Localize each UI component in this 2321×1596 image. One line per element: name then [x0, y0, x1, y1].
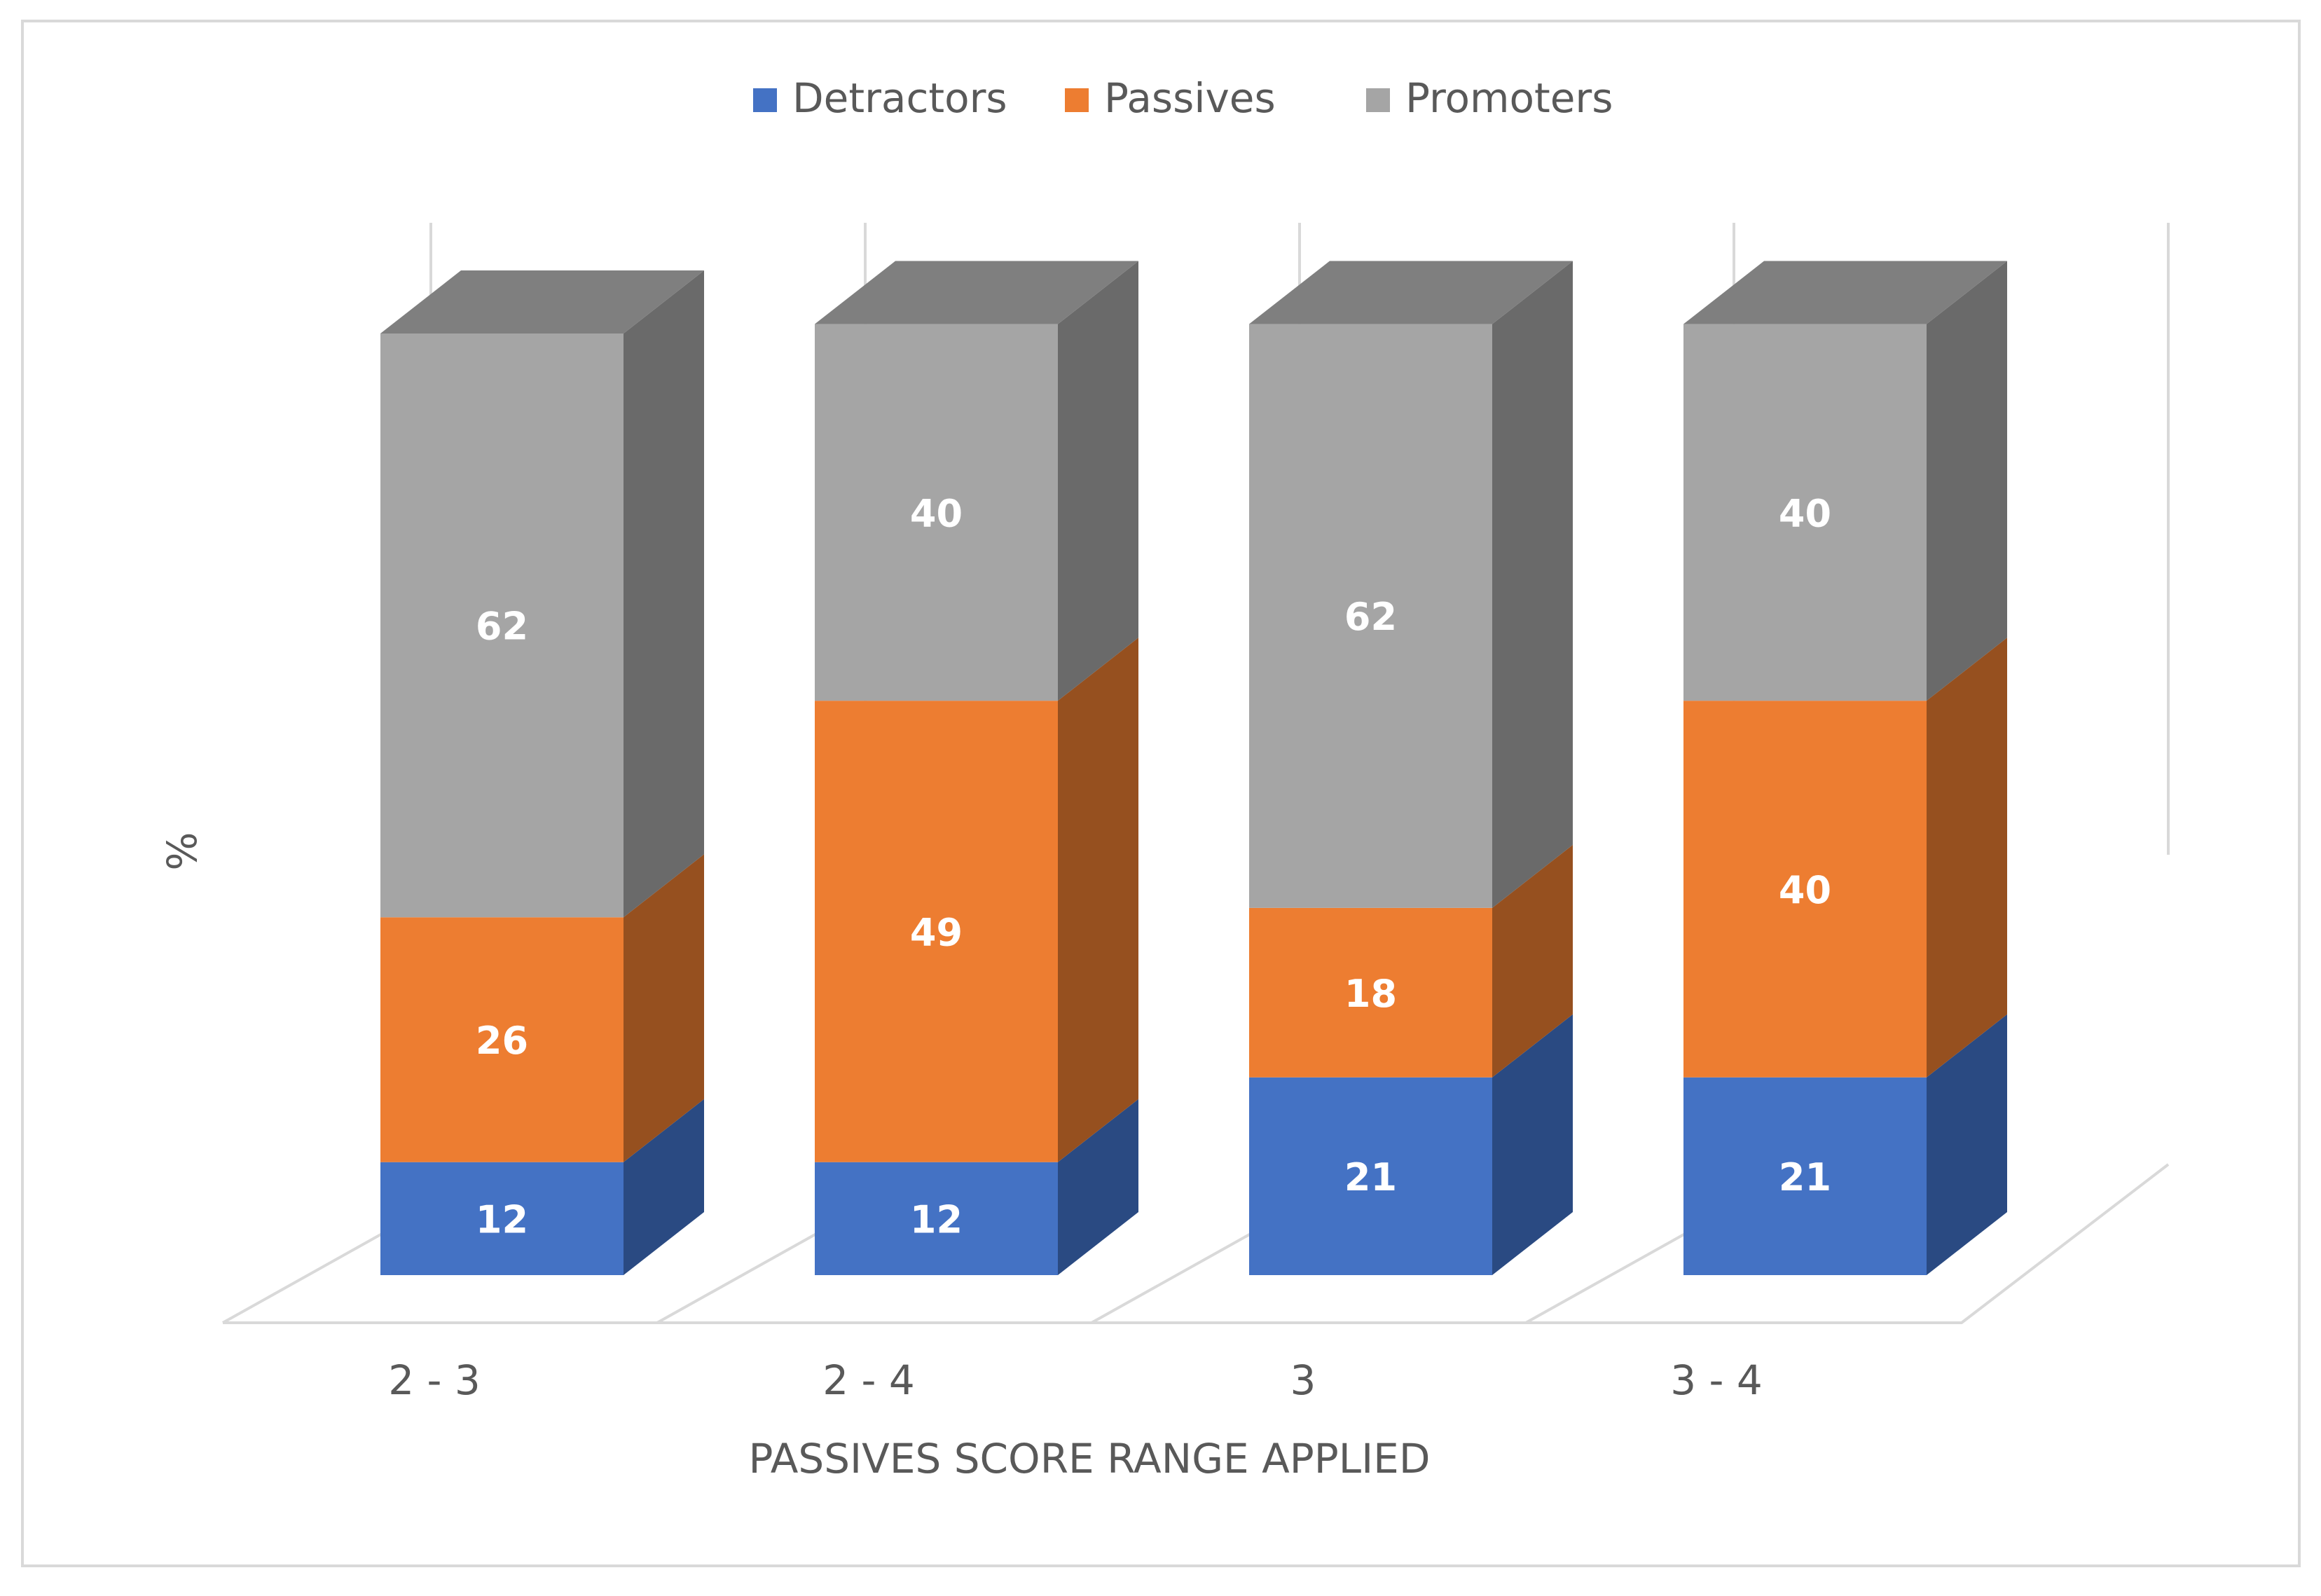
bar-front: [1249, 324, 1492, 908]
bar-top: [815, 261, 1138, 324]
bar-front: [815, 1162, 1058, 1275]
bar-front: [1683, 701, 1927, 1078]
data-label: 49: [910, 910, 963, 954]
y-axis-title: %: [158, 832, 206, 870]
legend-swatch-promoters: [1366, 88, 1390, 112]
data-label: 62: [476, 605, 528, 649]
bar-segment-detractors: 21: [1683, 1014, 2007, 1275]
bar-front: [1683, 1077, 1927, 1275]
bar-top: [1683, 261, 2007, 324]
bar-front: [1683, 324, 1927, 701]
data-label: 21: [1779, 1155, 1831, 1199]
floor-front-edge: [223, 1163, 2170, 1324]
legend-label-promoters: Promoters: [1405, 74, 1613, 122]
x-axis-ticks: 2 - 3 2 - 4 3 3 - 4: [388, 1356, 1763, 1404]
data-label: 26: [476, 1019, 528, 1063]
legend-swatch-passives: [1065, 88, 1089, 112]
bar-segment-promoters: 62: [380, 270, 704, 918]
legend-label-detractors: Detractors: [792, 74, 1007, 122]
bar-segment-promoters: 40: [815, 261, 1138, 701]
bar-front: [1249, 907, 1492, 1078]
bar-front: [380, 333, 624, 918]
data-label: 62: [1344, 595, 1397, 639]
x-tick-label: 2 - 3: [388, 1356, 481, 1404]
bar-side: [1927, 638, 2007, 1078]
bar-front: [380, 917, 624, 1162]
bar-side: [1058, 261, 1138, 701]
data-label: 40: [1779, 868, 1831, 912]
data-label: 40: [1779, 491, 1831, 535]
bar-side: [1927, 261, 2007, 701]
bar-segment-passives: 26: [380, 854, 704, 1162]
bar-segment-promoters: 40: [1683, 261, 2007, 701]
bar-front: [380, 1162, 624, 1275]
legend-swatch-detractors: [753, 88, 777, 112]
bar-top: [380, 270, 704, 333]
legend: Detractors Passives Promoters: [753, 74, 1613, 122]
bar-side: [1058, 1099, 1138, 1275]
bar-segment-detractors: 21: [1249, 1014, 1573, 1275]
bar-side: [1058, 638, 1138, 1162]
x-tick-label: 3 - 4: [1670, 1356, 1763, 1404]
bar-segment-detractors: 12: [380, 1099, 704, 1275]
data-label: 12: [476, 1197, 528, 1241]
legend-label-passives: Passives: [1104, 74, 1276, 122]
x-tick-label: 3: [1290, 1356, 1316, 1404]
data-label: 40: [910, 491, 963, 535]
bar-segment-passives: 40: [1683, 638, 2007, 1078]
bar-segment-detractors: 12: [815, 1099, 1138, 1275]
bar-front: [815, 701, 1058, 1162]
data-label: 18: [1344, 972, 1397, 1016]
bar-segment-passives: 49: [815, 638, 1138, 1162]
x-tick-label: 2 - 4: [822, 1356, 915, 1404]
bar-side: [1492, 1014, 1573, 1275]
bar-front: [1249, 1077, 1492, 1275]
bar-side: [624, 854, 704, 1162]
bars: 12 26 62 12 49 40 21 18 62 21 40 40: [380, 261, 2007, 1275]
bar-front: [815, 324, 1058, 701]
data-label: 21: [1344, 1155, 1397, 1199]
bar-segment-passives: 18: [1249, 844, 1573, 1078]
bar-segment-promoters: 62: [1249, 261, 1573, 908]
bar-side: [1927, 1014, 2007, 1275]
data-label: 12: [910, 1197, 963, 1241]
bar-side: [624, 1099, 704, 1275]
bar-side: [1492, 844, 1573, 1078]
x-axis-title: PASSIVES SCORE RANGE APPLIED: [748, 1435, 1430, 1483]
bar-top: [1249, 261, 1573, 324]
bar-side: [624, 270, 704, 918]
bar-side: [1492, 261, 1573, 908]
